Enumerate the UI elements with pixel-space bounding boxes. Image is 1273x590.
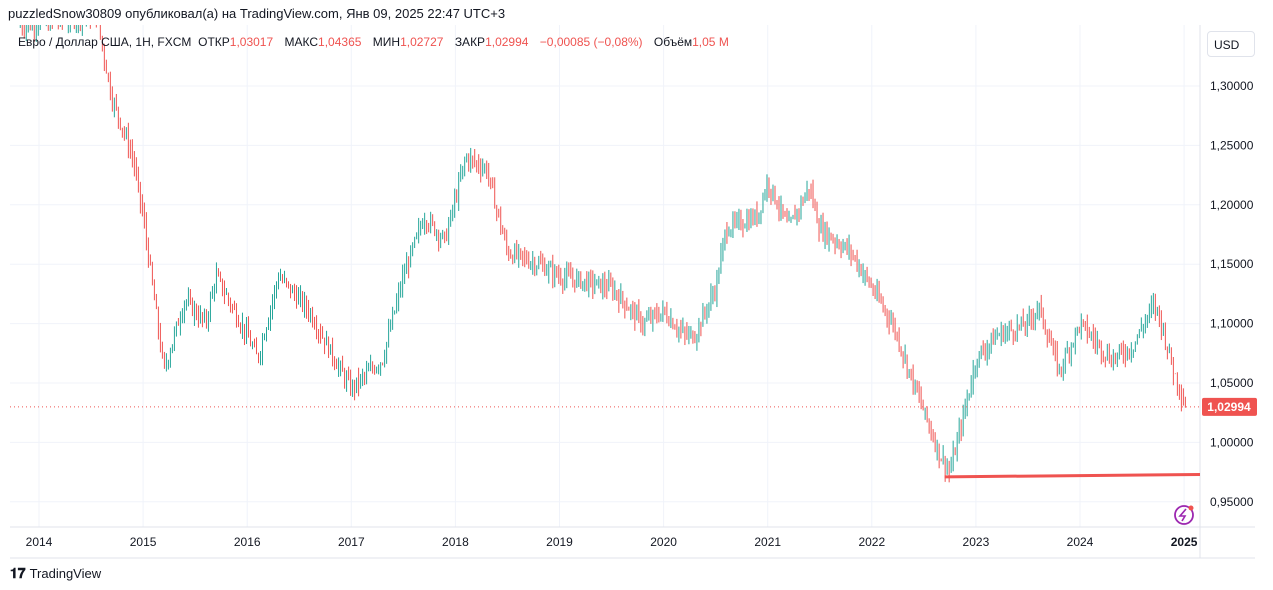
x-tick-label: 2015	[130, 535, 157, 549]
x-tick-label: 2020	[650, 535, 677, 549]
x-tick-label: 2024	[1067, 535, 1094, 549]
y-tick-label: 1,20000	[1210, 198, 1254, 212]
close-value: 1,02994	[485, 35, 529, 49]
last-price-badge	[1202, 397, 1257, 416]
publish-info: puzzledSnow30809 опубликовал(а) на Tradi…	[8, 6, 506, 21]
high-value: 1,04365	[318, 35, 362, 49]
icon-bolt	[1178, 508, 1187, 522]
x-tick-label: 2016	[234, 535, 261, 549]
last-price-label: 1,02994	[1207, 400, 1251, 414]
open-value: 1,03017	[229, 35, 274, 49]
x-tick-label: 2014	[26, 535, 53, 549]
x-tick-label: 2019	[546, 535, 573, 549]
currency-button[interactable]: USD	[1207, 31, 1255, 57]
y-tick-label: 1,00000	[1210, 435, 1254, 449]
x-tick-label: 2022	[858, 535, 885, 549]
tv-logo-icon: 𝟏𝟕	[10, 565, 26, 581]
y-tick-label: 1,25000	[1210, 138, 1254, 152]
volume-label: Объём	[653, 35, 693, 49]
y-tick-label: 1,05000	[1210, 376, 1254, 390]
y-tick-label: 1,10000	[1210, 317, 1254, 331]
x-tick-label: 2017	[338, 535, 365, 549]
x-tick-label: 2023	[963, 535, 990, 549]
y-tick-label: 1,30000	[1210, 79, 1254, 93]
low-value: 1,02727	[400, 35, 444, 49]
open-label: ОТКР	[198, 35, 230, 49]
high-label: МАКС	[284, 35, 319, 49]
ohlc-bars	[19, 25, 1186, 483]
x-tick-label: 2018	[442, 535, 469, 549]
close-label: ЗАКР	[454, 35, 486, 49]
symbol-name[interactable]: Евро / Доллар США, 1Н, FXCM	[18, 35, 192, 49]
x-tick-label: 2021	[754, 535, 781, 549]
support-trendline[interactable]	[944, 472, 1201, 479]
low-label: МИН	[372, 35, 401, 49]
brand-name: TradingView	[29, 566, 102, 581]
volume-value: 1,05 M	[692, 35, 729, 49]
y-tick-label: 0,95000	[1210, 495, 1254, 509]
y-tick-label: 1,15000	[1210, 257, 1254, 271]
symbol-legend: Евро / Доллар США, 1Н, FXCM ОТКР1,03017 …	[18, 35, 737, 49]
change-value: −0,00085 (−0,08%)	[539, 35, 643, 49]
icon-dot	[1188, 505, 1194, 511]
tradingview-logo[interactable]: 𝟏𝟕 TradingView	[10, 565, 101, 582]
icon-ring	[1174, 505, 1194, 525]
x-tick-label: 2025	[1171, 535, 1198, 549]
lightning-icon[interactable]	[1174, 505, 1194, 525]
